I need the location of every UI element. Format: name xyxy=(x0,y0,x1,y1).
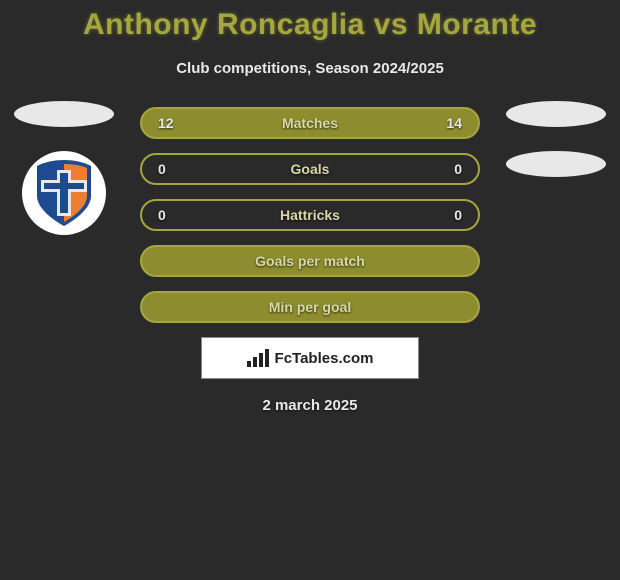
stat-label: Goals per match xyxy=(158,253,462,269)
main-area: 12 Matches 14 0 Goals 0 0 Hattricks 0 Goals per m… xyxy=(0,107,620,323)
stats-list: 12 Matches 14 0 Goals 0 0 Hattricks 0 Goals per m… xyxy=(140,107,480,323)
stat-label: Min per goal xyxy=(158,299,462,315)
player-oval-placeholder xyxy=(14,101,114,127)
date-text: 2 march 2025 xyxy=(0,397,620,414)
bar-chart-icon xyxy=(247,349,269,367)
stat-right-value: 0 xyxy=(438,161,462,177)
stat-right-value: 14 xyxy=(438,115,462,131)
infographic-container: Anthony Roncaglia vs Morante Club compet… xyxy=(0,0,620,580)
player-oval-placeholder xyxy=(506,101,606,127)
stat-left-value: 0 xyxy=(158,161,182,177)
stat-label: Matches xyxy=(282,115,338,131)
club-badge xyxy=(22,151,106,235)
stat-row: 12 Matches 14 xyxy=(140,107,480,139)
stat-left-value: 12 xyxy=(158,115,182,131)
stat-label: Hattricks xyxy=(280,207,340,223)
subtitle: Club competitions, Season 2024/2025 xyxy=(0,60,620,77)
left-player-column xyxy=(14,101,114,235)
stat-row: Goals per match xyxy=(140,245,480,277)
stat-right-value: 0 xyxy=(438,207,462,223)
player-oval-placeholder xyxy=(506,151,606,177)
stat-row: 0 Hattricks 0 xyxy=(140,199,480,231)
stat-label: Goals xyxy=(291,161,330,177)
stat-row: Min per goal xyxy=(140,291,480,323)
page-title: Anthony Roncaglia vs Morante xyxy=(0,8,620,42)
brand-attribution: FcTables.com xyxy=(201,337,419,379)
stat-row: 0 Goals 0 xyxy=(140,153,480,185)
tappara-shield-icon xyxy=(27,156,101,230)
brand-text: FcTables.com xyxy=(275,350,374,367)
right-player-column xyxy=(506,101,606,201)
stat-left-value: 0 xyxy=(158,207,182,223)
